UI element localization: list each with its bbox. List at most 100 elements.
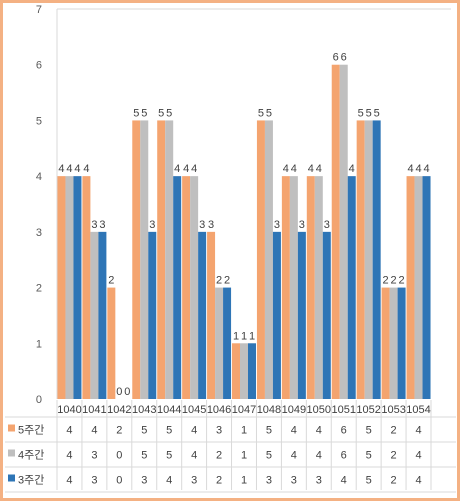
table-cell-value: 5 xyxy=(141,425,147,437)
bar-3주간-1045 xyxy=(198,231,207,399)
table-cell-value: 3 xyxy=(91,450,97,462)
data-label: 2 xyxy=(391,275,397,287)
bar-3주간-1049 xyxy=(297,231,306,399)
data-label: 6 xyxy=(341,52,347,64)
bar-4주간-1043 xyxy=(140,120,149,399)
data-label: 5 xyxy=(166,107,172,119)
data-label: 3 xyxy=(324,219,330,231)
table-cell-value: 3 xyxy=(316,475,322,487)
bar-3주간-1044 xyxy=(173,176,182,399)
data-label: 3 xyxy=(199,219,205,231)
table-cell-value: 3 xyxy=(191,475,197,487)
bar-3주간-1048 xyxy=(272,231,281,399)
table-cell-value: 4 xyxy=(415,475,421,487)
bar-5주간-1044 xyxy=(157,120,166,399)
data-label: 4 xyxy=(283,163,289,175)
table-cell-value: 1 xyxy=(241,475,247,487)
bar-4주간-1044 xyxy=(165,120,174,399)
table-cell-value: 6 xyxy=(341,425,347,437)
y-tick-label: 0 xyxy=(36,394,42,406)
x-category-label: 1048 xyxy=(257,404,281,416)
data-label: 5 xyxy=(366,107,372,119)
bar-5주간-1048 xyxy=(256,120,265,399)
x-category-label: 1044 xyxy=(157,404,181,416)
data-label: 4 xyxy=(415,163,421,175)
data-label: 6 xyxy=(333,52,339,64)
data-label: 4 xyxy=(308,163,314,175)
table-cell-value: 2 xyxy=(391,450,397,462)
table-cell-value: 2 xyxy=(391,475,397,487)
data-label: 4 xyxy=(74,163,80,175)
bar-5주간-1041 xyxy=(82,176,91,399)
table-cell-value: 5 xyxy=(141,450,147,462)
data-label: 5 xyxy=(374,107,380,119)
table-cell-value: 5 xyxy=(266,425,272,437)
bar-4주간-1040 xyxy=(65,176,74,399)
data-label: 4 xyxy=(407,163,413,175)
x-category-label: 1040 xyxy=(57,404,81,416)
table-cell-value: 6 xyxy=(341,450,347,462)
bar-4주간-1051 xyxy=(339,64,348,399)
data-label: 5 xyxy=(258,107,264,119)
data-label: 0 xyxy=(124,386,130,398)
y-tick-label: 6 xyxy=(36,60,42,72)
bar-5주간-1040 xyxy=(57,176,66,399)
data-label: 1 xyxy=(233,330,239,342)
bar-5주간-1054 xyxy=(406,176,415,399)
y-tick-label: 2 xyxy=(36,283,42,295)
bar-4주간-1041 xyxy=(90,231,99,399)
bar-4주간-1048 xyxy=(264,120,273,399)
table-cell-value: 4 xyxy=(91,425,97,437)
table-cell-value: 4 xyxy=(291,450,297,462)
bar-3주간-1046 xyxy=(223,287,232,399)
bar-3주간-1052 xyxy=(372,120,381,399)
bar-4주간-1052 xyxy=(364,120,373,399)
bar-5주간-1049 xyxy=(281,176,290,399)
x-category-label: 1047 xyxy=(232,404,256,416)
data-label: 2 xyxy=(216,275,222,287)
x-category-label: 1043 xyxy=(132,404,156,416)
table-cell-value: 4 xyxy=(316,450,322,462)
table-cell-value: 4 xyxy=(415,425,421,437)
table-cell-value: 5 xyxy=(266,450,272,462)
data-label: 4 xyxy=(191,163,197,175)
x-category-label: 1046 xyxy=(207,404,231,416)
table-cell-value: 5 xyxy=(366,425,372,437)
bar-3주간-1043 xyxy=(148,231,157,399)
table-cell-value: 4 xyxy=(66,425,72,437)
table-cell-value: 4 xyxy=(66,475,72,487)
data-label: 2 xyxy=(399,275,405,287)
data-label: 3 xyxy=(299,219,305,231)
data-label: 4 xyxy=(349,163,355,175)
data-label: 0 xyxy=(116,386,122,398)
x-category-label: 1054 xyxy=(406,404,430,416)
bar-4주간-1049 xyxy=(289,176,298,399)
data-label: 3 xyxy=(91,219,97,231)
legend-label: 3주간 xyxy=(18,474,44,487)
y-tick-label: 3 xyxy=(36,227,42,239)
bar-5주간-1043 xyxy=(132,120,141,399)
bar-3주간-1040 xyxy=(73,176,82,399)
legend-key-3주간 xyxy=(8,474,15,482)
table-cell-value: 4 xyxy=(191,425,197,437)
table-cell-value: 3 xyxy=(291,475,297,487)
table-cell-value: 3 xyxy=(266,475,272,487)
table-cell-value: 5 xyxy=(166,425,172,437)
bar-5주간-1042 xyxy=(107,287,116,399)
table-cell-value: 0 xyxy=(116,450,122,462)
table-cell-value: 3 xyxy=(91,475,97,487)
bar-5주간-1052 xyxy=(356,120,365,399)
table-cell-value: 4 xyxy=(166,475,172,487)
bar-5주간-1045 xyxy=(182,176,191,399)
data-label: 4 xyxy=(183,163,189,175)
x-category-label: 1041 xyxy=(82,404,106,416)
data-label: 2 xyxy=(383,275,389,287)
data-label: 2 xyxy=(224,275,230,287)
table-cell-value: 2 xyxy=(216,450,222,462)
bar-3주간-1050 xyxy=(322,231,331,399)
bar-4주간-1045 xyxy=(190,176,199,399)
bar-4주간-1053 xyxy=(389,287,398,399)
table-cell-value: 4 xyxy=(66,450,72,462)
bar-3주간-1047 xyxy=(248,343,256,399)
